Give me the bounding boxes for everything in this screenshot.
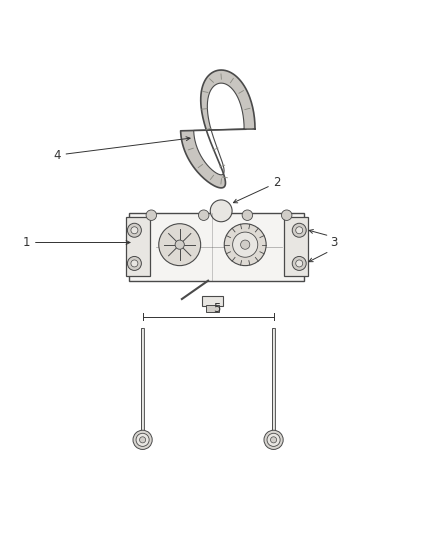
Bar [126, 217, 150, 276]
Bar [206, 305, 219, 312]
Bar [130, 213, 304, 281]
Circle shape [175, 240, 184, 249]
Circle shape [133, 430, 152, 449]
Circle shape [233, 232, 258, 257]
Circle shape [140, 437, 146, 443]
Bar [141, 328, 145, 439]
Circle shape [296, 227, 303, 234]
Circle shape [292, 223, 306, 237]
Circle shape [240, 240, 250, 249]
Circle shape [282, 210, 292, 221]
Text: 5: 5 [213, 302, 220, 314]
Circle shape [131, 227, 138, 234]
Text: 2: 2 [233, 176, 281, 203]
Polygon shape [194, 83, 244, 175]
Circle shape [127, 256, 141, 270]
Polygon shape [180, 70, 255, 188]
Circle shape [198, 210, 209, 221]
Circle shape [271, 437, 277, 443]
Circle shape [159, 224, 201, 265]
Bar [201, 296, 223, 306]
Text: 3: 3 [330, 236, 338, 249]
Circle shape [131, 260, 138, 267]
Circle shape [210, 200, 232, 222]
Circle shape [267, 433, 280, 446]
Circle shape [127, 223, 141, 237]
Circle shape [224, 224, 266, 265]
Circle shape [136, 433, 149, 446]
Circle shape [264, 430, 283, 449]
Bar [272, 328, 276, 439]
Circle shape [146, 210, 156, 221]
Bar [284, 217, 307, 276]
Text: 1: 1 [22, 236, 130, 249]
Circle shape [242, 210, 253, 221]
Text: 4: 4 [53, 137, 190, 161]
Circle shape [296, 260, 303, 267]
Circle shape [292, 256, 306, 270]
